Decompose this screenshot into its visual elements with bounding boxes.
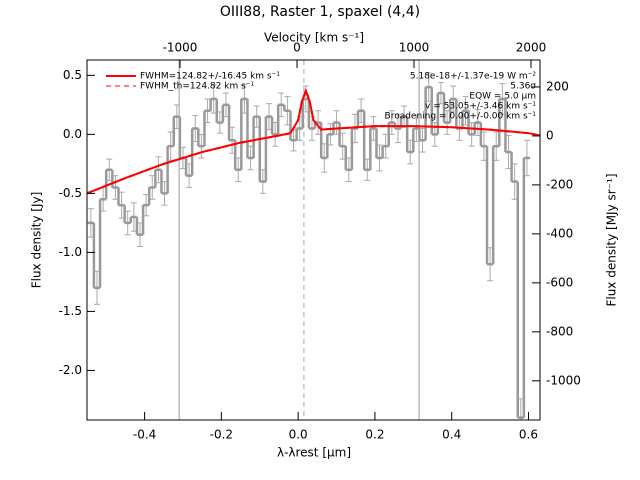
x-tick-label: 0.6: [519, 428, 538, 442]
legend-label: FWHM=124.82+/-16.45 km s⁻¹: [140, 72, 280, 82]
x-tick-label: 0.2: [365, 428, 384, 442]
annotation: v = 53.05+/-3.46 km s⁻¹: [425, 102, 536, 112]
x-axis-label: λ-λrest [μm]: [277, 446, 351, 460]
y-tick-label: -2.0: [59, 363, 82, 377]
y2-tick-label: 200: [546, 79, 569, 93]
annotation: Broadening = 0.00+/-0.00 km s⁻¹: [385, 112, 537, 122]
plot-frame: [86, 59, 541, 421]
x2-tick-label: 2000: [516, 41, 547, 55]
y-tick-label: 0.5: [63, 68, 82, 82]
legend-label: FWHM_th=124.82 km s⁻¹: [140, 82, 255, 92]
x-tick-label: 0.0: [289, 428, 308, 442]
y-tick-label: -1.0: [59, 245, 82, 259]
x2-tick-label: -1000: [163, 41, 198, 55]
y-tick-label: -1.5: [59, 304, 82, 318]
y2-tick-label: -600: [546, 275, 573, 289]
y-axis-label: Flux density [Jy]: [30, 192, 44, 289]
x2-tick-label: 0: [293, 41, 301, 55]
x2-axis-label: Velocity [km s⁻¹]: [264, 31, 364, 45]
x-tick-label: -0.2: [210, 428, 233, 442]
y2-tick-label: -400: [546, 226, 573, 240]
y2-tick-label: -200: [546, 177, 573, 191]
annotation: 5.18e-18+/-1.37e-19 W m⁻²: [410, 72, 537, 82]
x2-tick-label: 1000: [399, 41, 430, 55]
plot-area: [87, 60, 540, 420]
y-tick-label: -0.5: [59, 186, 82, 200]
x-tick-label: 0.4: [442, 428, 461, 442]
y2-tick-label: -1000: [546, 373, 581, 387]
annotation: 5.36σ: [510, 82, 536, 92]
y2-axis-label: Flux density [MJy sr⁻¹]: [605, 173, 619, 306]
annotation: EQW = 5.0 μm: [469, 92, 536, 102]
y2-tick-label: -800: [546, 324, 573, 338]
chart-title: OIII88, Raster 1, spaxel (4,4): [220, 4, 420, 20]
x-tick-label: -0.4: [133, 428, 156, 442]
y2-tick-label: 0: [546, 128, 554, 142]
y-tick-label: 0.0: [63, 127, 82, 141]
fit-line: [87, 87, 540, 195]
